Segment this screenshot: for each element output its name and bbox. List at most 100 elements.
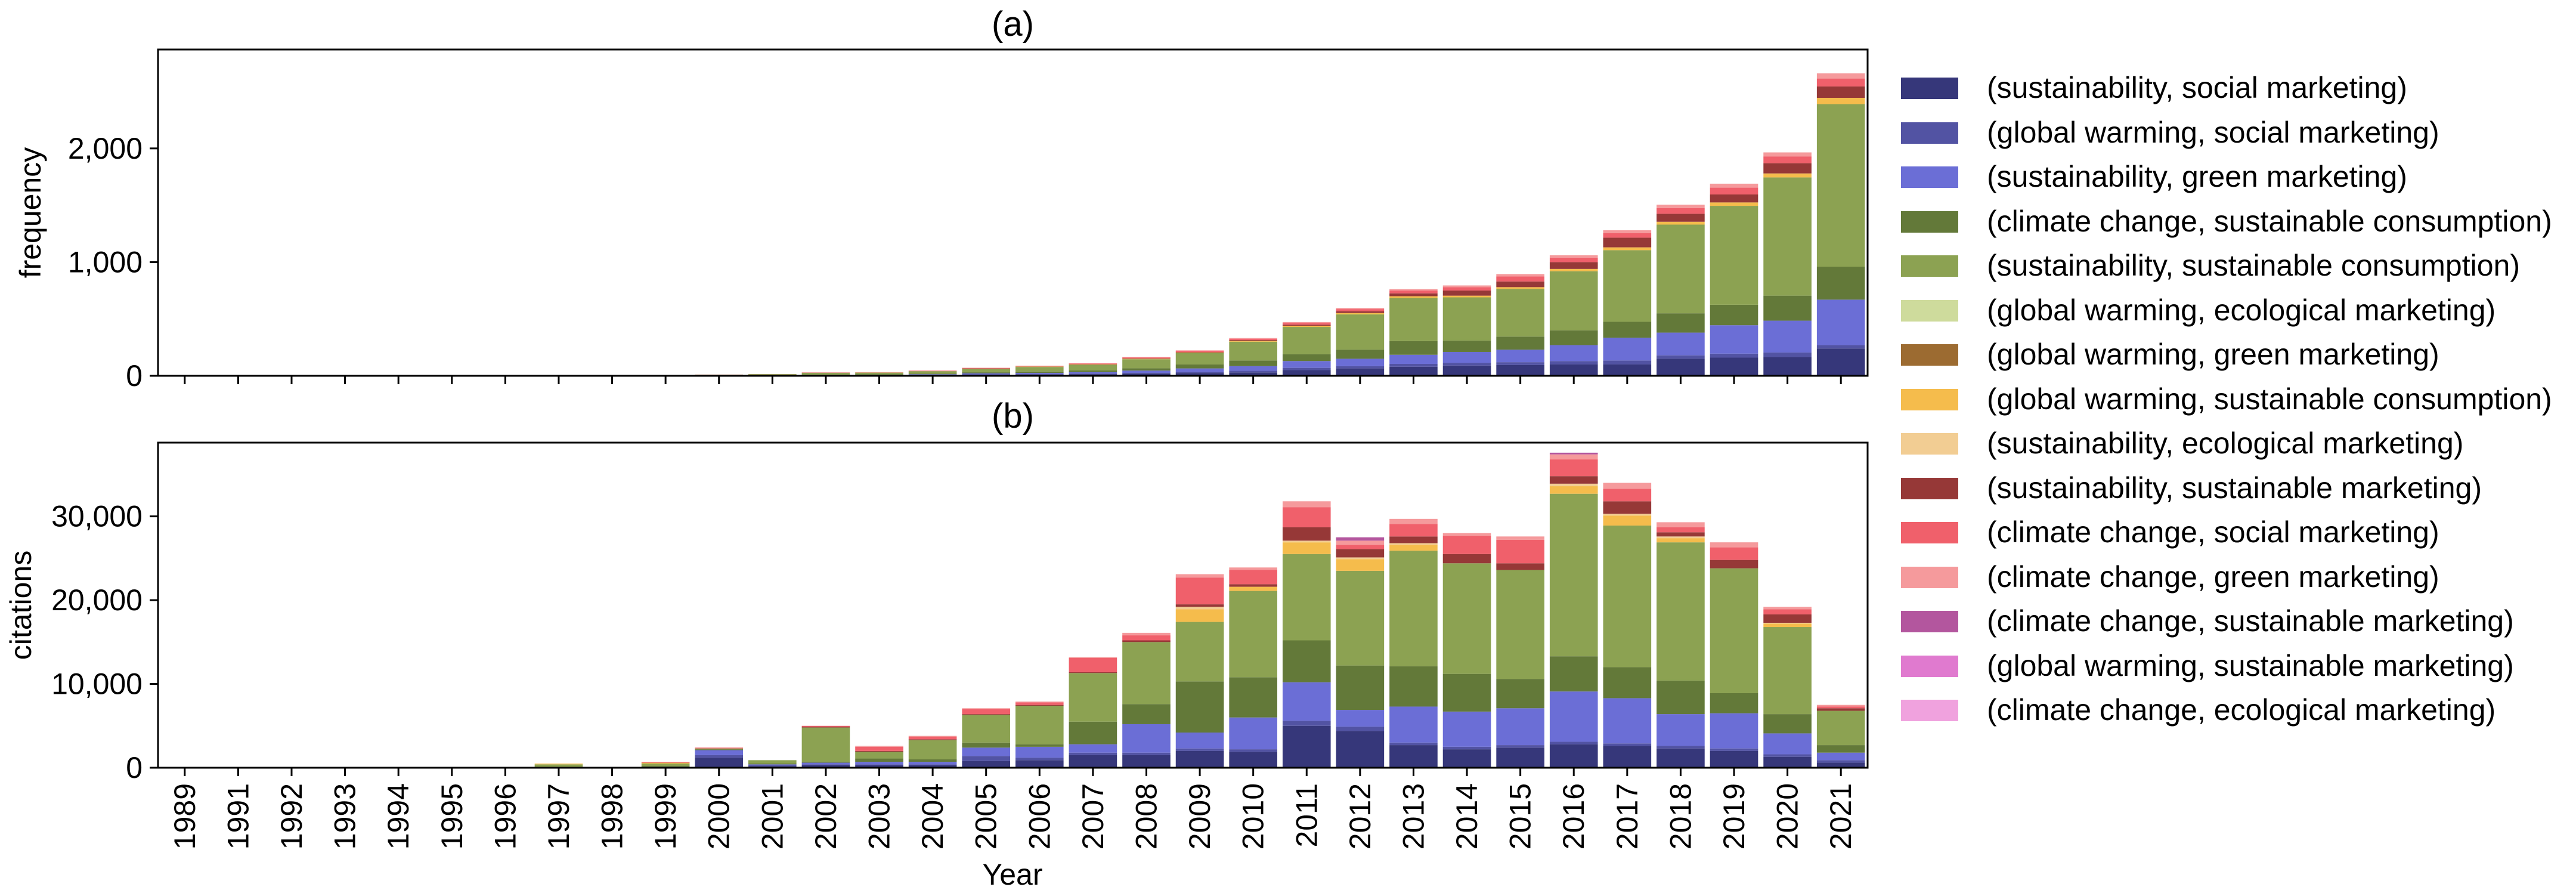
bar-segment bbox=[1710, 693, 1758, 713]
bar-segment bbox=[801, 762, 850, 765]
bar-segment bbox=[1657, 527, 1705, 533]
bar-segment bbox=[1603, 322, 1652, 338]
bar-segment bbox=[1336, 368, 1385, 376]
bar-segment bbox=[1122, 359, 1171, 369]
x-tick-label: 2005 bbox=[970, 783, 1003, 849]
legend-item: (sustainability, social marketing) bbox=[1896, 67, 2570, 112]
bar-segment bbox=[1336, 540, 1385, 545]
legend-label: (sustainability, green marketing) bbox=[1987, 160, 2407, 193]
bar-segment bbox=[1657, 359, 1705, 376]
legend-item: (global warming, sustainable marketing) bbox=[1896, 645, 2570, 690]
bar-segment bbox=[1282, 327, 1331, 354]
bar-segment bbox=[1229, 752, 1277, 768]
bar-segment bbox=[1442, 340, 1491, 352]
legend-item: (climate change, green marketing) bbox=[1896, 556, 2570, 601]
bar-segment bbox=[1389, 524, 1438, 537]
x-tick-label: 1993 bbox=[329, 783, 362, 849]
bar-segment bbox=[1710, 568, 1758, 693]
bar-segment bbox=[1549, 262, 1598, 269]
bar-segment bbox=[1282, 326, 1331, 327]
bar-segment bbox=[855, 765, 903, 768]
bar-segment bbox=[1549, 257, 1598, 262]
x-tick-label: 1996 bbox=[488, 783, 522, 849]
bar-segment bbox=[1282, 682, 1331, 721]
x-tick-label: 2001 bbox=[756, 783, 789, 849]
y-tick-label: 20,000 bbox=[51, 583, 143, 617]
bar-segment bbox=[1496, 747, 1544, 768]
x-tick-label: 2011 bbox=[1290, 783, 1323, 848]
x-tick-label: 2013 bbox=[1397, 783, 1431, 849]
bar-segment bbox=[1442, 291, 1491, 296]
legend-swatch bbox=[1901, 700, 1958, 721]
bar-segment bbox=[1442, 295, 1491, 298]
plot-frame bbox=[157, 48, 1869, 377]
bar-segment bbox=[1015, 367, 1064, 372]
bar-segment bbox=[1015, 371, 1064, 373]
bar-segment bbox=[1015, 758, 1064, 761]
bar-segment bbox=[1282, 540, 1331, 543]
bar-segment bbox=[801, 764, 850, 765]
bar-segment bbox=[1710, 357, 1758, 376]
bar-segment bbox=[1496, 350, 1544, 363]
bar-segment bbox=[1816, 73, 1865, 79]
bar-segment bbox=[1389, 296, 1438, 298]
bar-segment bbox=[1069, 657, 1117, 672]
bar-segment bbox=[1069, 752, 1117, 755]
legend-swatch bbox=[1901, 477, 1958, 499]
y-tick-label: 1,000 bbox=[68, 245, 143, 279]
legend-label: (climate change, sustainable marketing) bbox=[1987, 604, 2514, 638]
x-tick-label: 2014 bbox=[1450, 783, 1484, 849]
bar-segment bbox=[1763, 173, 1812, 178]
bar-segment bbox=[1229, 372, 1277, 376]
y-tick-label: 30,000 bbox=[51, 500, 143, 533]
x-tick-label: 1995 bbox=[435, 783, 469, 849]
bar-segment bbox=[1389, 745, 1438, 768]
x-tick-label: 1992 bbox=[275, 783, 308, 849]
bar-segment bbox=[1763, 754, 1812, 757]
bar-segment bbox=[1282, 554, 1331, 641]
legend-swatch bbox=[1901, 166, 1958, 188]
bar-segment bbox=[855, 762, 903, 765]
bar-segment bbox=[695, 755, 744, 758]
legend-label: (climate change, sustainable consumption… bbox=[1987, 204, 2552, 238]
bar-segment bbox=[1657, 205, 1705, 208]
bar-segment bbox=[1069, 721, 1117, 744]
bar-segment bbox=[1603, 526, 1652, 668]
x-tick-label: 1994 bbox=[382, 783, 415, 849]
bar-segment bbox=[1710, 202, 1758, 206]
bar-segment bbox=[1122, 640, 1171, 642]
x-tick-label: 1989 bbox=[168, 783, 202, 849]
bar-segment bbox=[1175, 750, 1224, 768]
bar-segment bbox=[962, 747, 1011, 756]
bar-segment bbox=[801, 373, 850, 375]
bar-segment bbox=[1069, 672, 1117, 673]
bar-segment bbox=[908, 373, 957, 375]
bar-segment bbox=[962, 742, 1011, 748]
bar-segment bbox=[962, 756, 1011, 761]
bar-segment bbox=[1549, 268, 1598, 271]
bar-segment bbox=[1763, 607, 1812, 610]
bar-segment bbox=[1816, 745, 1865, 753]
bar-segment bbox=[1496, 362, 1544, 365]
bar-segment bbox=[1069, 673, 1117, 722]
bar-segment bbox=[1763, 609, 1812, 614]
legend-item: (sustainability, sustainable marketing) bbox=[1896, 467, 2570, 512]
bar-segment bbox=[1015, 760, 1064, 768]
bar-segment bbox=[1603, 746, 1652, 768]
legend-item: (sustainability, sustainable consumption… bbox=[1896, 245, 2570, 289]
x-tick-label: 2015 bbox=[1504, 783, 1537, 849]
bar-segment bbox=[1496, 276, 1544, 282]
y-tick-label: 10,000 bbox=[51, 668, 143, 701]
bar-segment bbox=[1175, 609, 1224, 622]
legend-label: (sustainability, sustainable marketing) bbox=[1987, 471, 2482, 505]
bar-segment bbox=[748, 374, 797, 375]
bar-segment bbox=[1389, 298, 1438, 341]
bar-segment bbox=[1496, 336, 1544, 350]
bar-segment bbox=[1442, 673, 1491, 712]
bar-segment bbox=[1389, 742, 1438, 746]
bar-segment bbox=[1175, 577, 1224, 605]
x-tick-label: 2008 bbox=[1130, 783, 1163, 849]
bar-segment bbox=[1282, 354, 1331, 361]
bar-segment bbox=[1710, 325, 1758, 354]
